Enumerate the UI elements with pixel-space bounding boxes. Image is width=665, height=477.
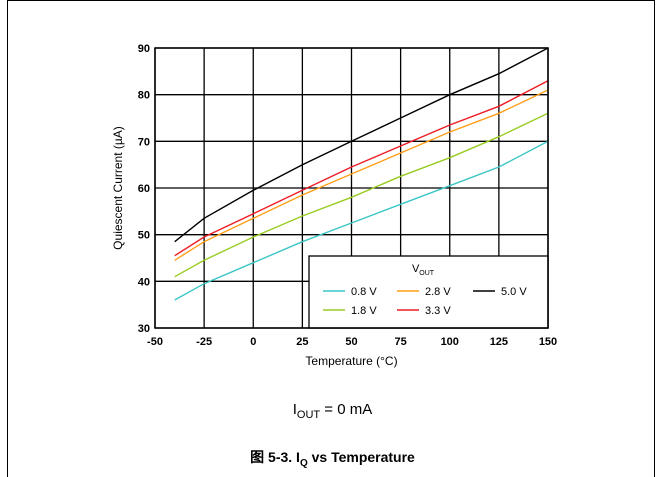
x-tick-label: 75	[395, 336, 407, 348]
caption-prefix: 图 5-3. I	[250, 449, 300, 465]
condition-subscript: OUT	[296, 409, 321, 421]
y-tick-label: 50	[138, 230, 150, 242]
x-tick-label: 0	[250, 336, 256, 348]
legend-label: 0.8 V	[351, 286, 377, 298]
y-tick-label: 80	[138, 90, 150, 102]
legend-title-subscript: OUT	[419, 270, 435, 277]
test-condition: IOUT = 0 mA	[0, 401, 665, 421]
y-tick-label: 60	[138, 183, 150, 195]
x-tick-label: 125	[490, 336, 508, 348]
y-axis-label: Quiescent Current (µA)	[111, 126, 125, 250]
y-tick-label: 30	[138, 323, 150, 335]
x-tick-label: 50	[345, 336, 357, 348]
condition-value: = 0 mA	[320, 401, 373, 418]
plot-border	[154, 47, 549, 329]
x-tick-label: 100	[441, 336, 459, 348]
y-tick-label: 40	[138, 276, 150, 288]
series-line	[174, 112, 549, 278]
legend-label: 2.8 V	[425, 286, 451, 298]
y-tick-label: 70	[138, 136, 150, 148]
x-tick-label: 150	[539, 336, 557, 348]
x-tick-label: 25	[296, 336, 308, 348]
legend-label: 3.3 V	[425, 305, 451, 317]
series-line	[174, 140, 549, 301]
x-tick-label: -50	[147, 336, 163, 348]
series-line	[174, 47, 549, 243]
figure-frame	[7, 0, 655, 477]
tick-labels: -50 -25 0 25 50 75 100 125 150 30 40 50 60 70 80 90	[138, 43, 557, 348]
series-lines	[174, 47, 549, 301]
legend-label: 5.0 V	[501, 286, 527, 298]
condition-prefix: I	[292, 401, 297, 418]
y-tick-label: 90	[138, 43, 150, 55]
legend-label: 1.8 V	[351, 305, 377, 317]
series-line	[174, 80, 549, 257]
x-tick-label: -25	[196, 336, 212, 348]
series-line	[174, 89, 549, 261]
x-axis-label: Temperature (°C)	[305, 354, 397, 368]
caption-subscript: Q	[299, 457, 308, 469]
caption-rest: vs Temperature	[307, 449, 415, 465]
figure-caption: 图 5-3. IQ vs Temperature	[0, 447, 665, 469]
